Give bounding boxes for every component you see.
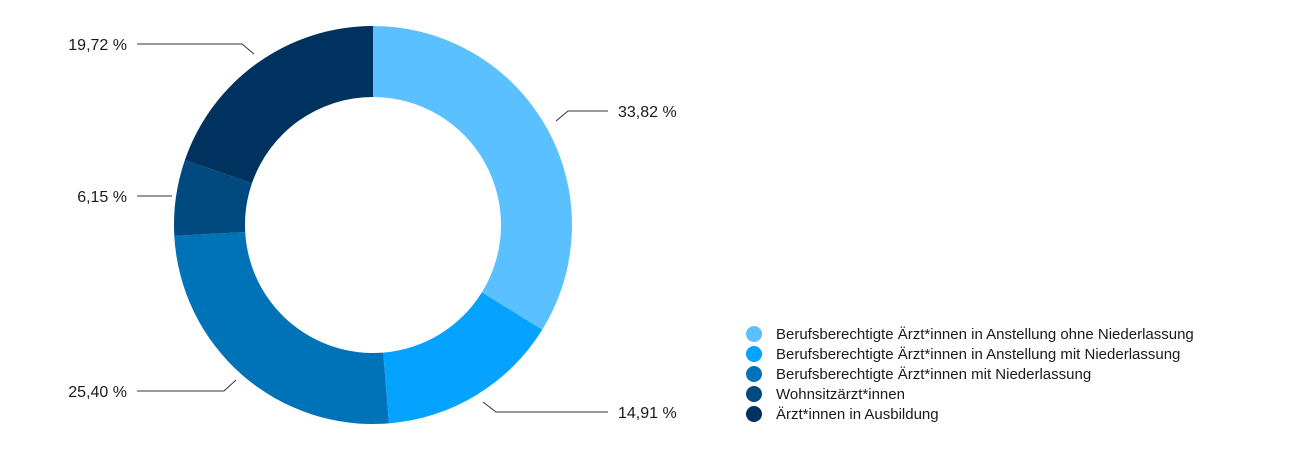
leader-line: [137, 43, 255, 55]
donut-slice[interactable]: [184, 26, 373, 184]
legend-label: Berufsberechtigte Ärzt*innen in Anstellu…: [776, 345, 1181, 363]
data-label: 33,82 %: [618, 104, 677, 121]
legend-swatch: [746, 326, 762, 342]
data-label: 19,72 %: [68, 37, 127, 54]
legend-swatch: [746, 366, 762, 382]
legend-label: Berufsberechtigte Ärzt*innen in Anstellu…: [776, 325, 1194, 343]
data-label: 6,15 %: [77, 189, 127, 206]
leader-line: [137, 379, 237, 392]
legend-item[interactable]: Berufsberechtigte Ärzt*innen in Anstellu…: [746, 344, 1194, 364]
donut-slice[interactable]: [373, 26, 572, 330]
legend-swatch: [746, 386, 762, 402]
legend-item[interactable]: Berufsberechtigte Ärzt*innen in Anstellu…: [746, 324, 1194, 344]
legend-label: Berufsberechtigte Ärzt*innen mit Niederl…: [776, 365, 1092, 383]
value-labels: 33,82 % 14,91 % 25,40 % 6,15 % 19,72 %: [68, 37, 676, 422]
leader-lines: [137, 43, 608, 413]
legend-swatch: [746, 346, 762, 362]
data-label: 25,40 %: [68, 384, 127, 401]
leader-line: [555, 110, 608, 122]
legend-label: Wohnsitzärzt*innen: [776, 385, 905, 403]
legend-item[interactable]: Berufsberechtigte Ärzt*innen mit Niederl…: [746, 364, 1194, 384]
legend-label: Ärzt*innen in Ausbildung: [776, 405, 939, 423]
legend-item[interactable]: Ärzt*innen in Ausbildung: [746, 404, 1194, 424]
donut-slice[interactable]: [383, 292, 543, 424]
chart-legend: Berufsberechtigte Ärzt*innen in Anstellu…: [746, 324, 1194, 424]
donut-slice[interactable]: [174, 160, 252, 236]
legend-swatch: [746, 406, 762, 422]
donut-slice[interactable]: [174, 231, 389, 424]
data-label: 14,91 %: [618, 405, 677, 422]
donut-slices: [174, 26, 572, 424]
leader-line: [482, 401, 608, 413]
legend-item[interactable]: Wohnsitzärzt*innen: [746, 384, 1194, 404]
